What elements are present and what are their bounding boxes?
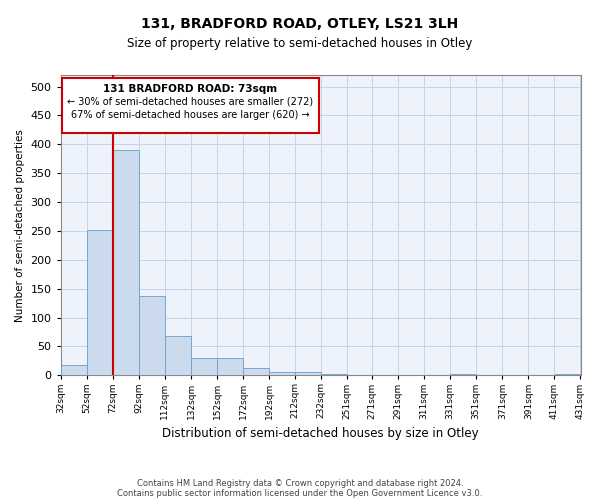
Bar xyxy=(295,372,321,376)
Y-axis label: Number of semi-detached properties: Number of semi-detached properties xyxy=(15,128,25,322)
Bar xyxy=(451,374,476,376)
Bar xyxy=(269,372,295,376)
Text: Contains HM Land Registry data © Crown copyright and database right 2024.: Contains HM Land Registry data © Crown c… xyxy=(137,478,463,488)
X-axis label: Distribution of semi-detached houses by size in Otley: Distribution of semi-detached houses by … xyxy=(162,427,479,440)
Bar xyxy=(217,358,243,376)
Bar xyxy=(191,358,217,376)
Text: 67% of semi-detached houses are larger (620) →: 67% of semi-detached houses are larger (… xyxy=(71,110,310,120)
Text: Contains public sector information licensed under the Open Government Licence v3: Contains public sector information licen… xyxy=(118,488,482,498)
Bar xyxy=(554,374,580,376)
Bar xyxy=(165,336,191,376)
Bar xyxy=(139,296,165,376)
Text: 131 BRADFORD ROAD: 73sqm: 131 BRADFORD ROAD: 73sqm xyxy=(103,84,277,94)
Text: Size of property relative to semi-detached houses in Otley: Size of property relative to semi-detach… xyxy=(127,38,473,51)
Bar xyxy=(243,368,269,376)
Text: 131, BRADFORD ROAD, OTLEY, LS21 3LH: 131, BRADFORD ROAD, OTLEY, LS21 3LH xyxy=(142,18,458,32)
Bar xyxy=(113,150,139,376)
FancyBboxPatch shape xyxy=(62,78,319,133)
Bar xyxy=(87,230,113,376)
Text: ← 30% of semi-detached houses are smaller (272): ← 30% of semi-detached houses are smalle… xyxy=(67,97,313,107)
Bar xyxy=(322,374,347,376)
Bar xyxy=(61,365,86,376)
